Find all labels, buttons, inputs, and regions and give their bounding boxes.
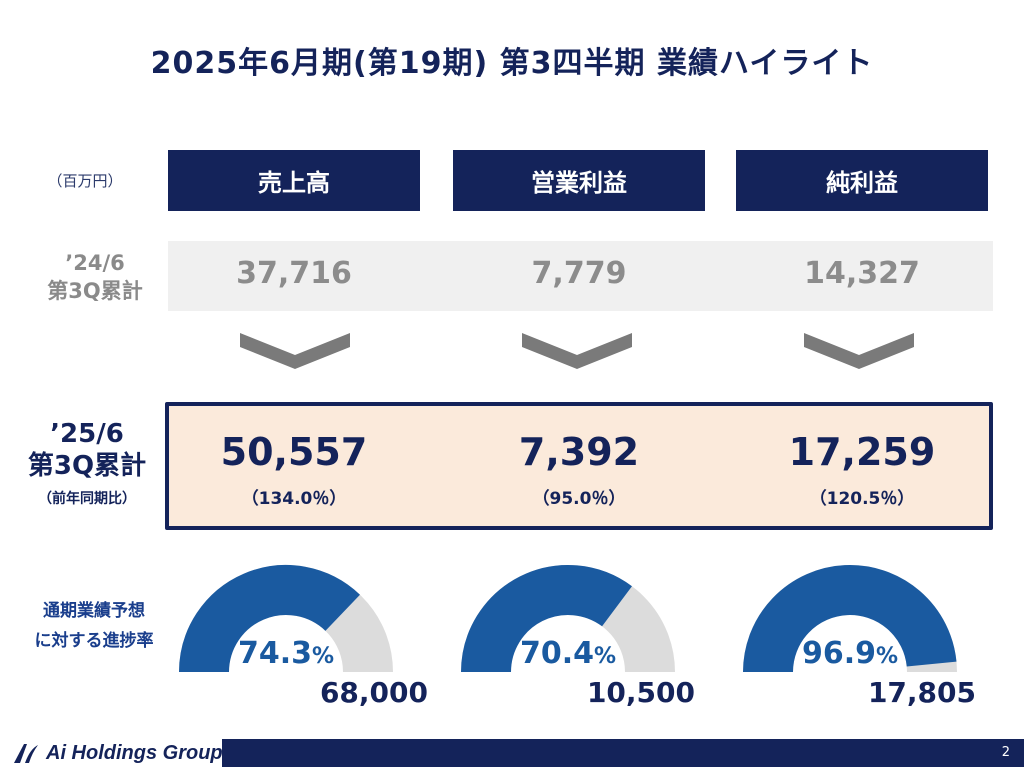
operating-profit-yoy: （95.0％） [532,489,626,509]
header-net-profit: 純利益 [736,150,988,211]
prev-operating-profit-value: 7,779 [531,256,627,291]
net-profit-forecast-target: 17,805 [867,676,976,709]
sales-progress-percent-symbol: % [311,644,335,669]
current-net-profit-value: 17,259 [788,430,936,474]
unit-label: （百万円） [47,172,123,190]
sales-gauge-fill [179,565,360,673]
current-operating-profit-value: 7,392 [518,430,640,474]
forecast-label: 通期業績予想 に対する進捗率 [14,596,174,656]
footer-bar [222,739,1024,767]
current-period-label-line3: （前年同期比） [38,491,136,507]
header-operating-profit: 営業利益 [453,150,705,211]
sales-progress-gauge [179,565,393,673]
sales-progress-percent-value: 74.3 [237,636,312,671]
forecast-label-line1: 通期業績予想 [43,601,145,621]
sales-forecast-target: 68,000 [319,676,428,709]
operating-profit-gauge-fill [461,565,632,673]
prev-period-label-line2: 第3Q累計 [47,279,143,303]
operating-profit-forecast-target: 10,500 [586,676,695,709]
net-profit-progress-percent-value: 96.9 [801,636,876,671]
chevron-down-icon [804,333,914,369]
chevron-down-icon [522,333,632,369]
header-sales: 売上高 [168,150,420,211]
chevron-down-icon [240,333,350,369]
net-profit-progress-gauge [743,565,957,673]
sales-yoy: （134.0％） [241,489,347,509]
company-logo-text: Ai Holdings Group [46,741,223,764]
current-period-label-line2: 第3Q累計 [27,451,147,481]
current-period-label: ’25/6 第3Q累計 （前年同期比） [12,418,162,508]
operating-profit-progress-gauge [461,565,675,673]
page-title: 2025年6月期(第19期) 第3四半期 業績ハイライト [150,46,874,81]
company-logo: Ai Holdings Group [12,739,223,767]
ai-logo-icon [14,744,38,763]
current-sales-value: 50,557 [220,430,368,474]
net-profit-progress-percent-symbol: % [875,644,899,669]
page-number: 2 [1001,745,1010,760]
forecast-label-line2: に対する進捗率 [34,631,154,651]
current-period-box [165,402,993,530]
prev-period-label-line1: ’24/6 [65,251,125,275]
net-profit-gauge-fill [743,565,957,673]
operating-profit-progress-percent-value: 70.4 [519,636,594,671]
sales-progress-percent: 74.3% [186,636,386,671]
net-profit-yoy: （120.5％） [809,489,915,509]
operating-profit-progress-percent-symbol: % [593,644,617,669]
current-period-label-line1: ’25/6 [50,419,124,449]
operating-profit-progress-percent: 70.4% [468,636,668,671]
net-profit-progress-percent: 96.9% [750,636,950,671]
prev-period-band [168,241,993,311]
prev-net-profit-value: 14,327 [804,256,920,291]
prev-period-label: ’24/6 第3Q累計 [40,249,150,305]
prev-sales-value: 37,716 [236,256,352,291]
